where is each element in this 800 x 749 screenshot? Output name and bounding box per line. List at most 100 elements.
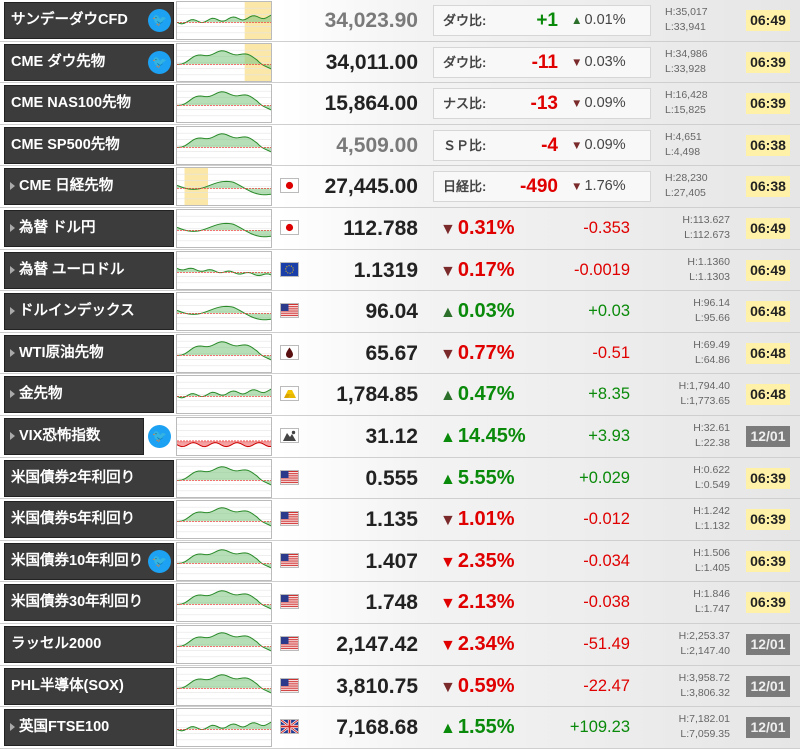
high-low: H:16,428 L:15,825 bbox=[665, 88, 708, 118]
last-price: 96.04 bbox=[365, 300, 418, 324]
instrument-name-button[interactable]: ドルインデックス bbox=[4, 293, 174, 331]
update-time: 06:39 bbox=[746, 467, 790, 489]
update-time: 12/01 bbox=[746, 634, 790, 655]
high-value: H:1.242 bbox=[693, 505, 730, 518]
market-row[interactable]: 英国FTSE100 7,168.68 1.55% +109.23 H:7,182.01 L… bbox=[0, 707, 800, 749]
last-price: 1,784.85 bbox=[336, 383, 418, 407]
sparkline-chart[interactable] bbox=[176, 84, 272, 124]
sparkline-chart[interactable] bbox=[176, 375, 272, 415]
sparkline-chart[interactable] bbox=[176, 167, 272, 207]
last-price: 34,023.90 bbox=[324, 9, 418, 32]
percent-change: 1.01% bbox=[440, 499, 515, 541]
instrument-name-button[interactable]: CME NAS100先物 bbox=[4, 85, 174, 123]
low-value: L:1.1303 bbox=[689, 270, 730, 283]
comparison-label: ＳＰ比: bbox=[443, 137, 487, 153]
sparkline-chart[interactable] bbox=[176, 250, 272, 290]
sparkline-chart[interactable] bbox=[176, 292, 272, 332]
update-time: 12/01 bbox=[746, 675, 790, 697]
instrument-name-button[interactable]: CME 日経先物 bbox=[4, 168, 174, 206]
percent-change: 5.55% bbox=[440, 458, 515, 500]
high-low: H:113.627 L:112.673 bbox=[682, 213, 730, 243]
instrument-name-button[interactable]: ラッセル2000 bbox=[4, 626, 174, 663]
instrument-name-button[interactable]: 英国FTSE100 bbox=[4, 709, 174, 747]
us-flag-icon bbox=[280, 552, 299, 568]
instrument-name-button[interactable]: 為替 ドル円 bbox=[4, 210, 174, 247]
sparkline-chart[interactable] bbox=[176, 541, 272, 581]
twitter-bird-icon[interactable]: 🐦 bbox=[148, 9, 171, 32]
market-row[interactable]: 米国債券10年利回り🐦 1.407 2.35% -0.034 H:1.506 L:1.40… bbox=[0, 540, 800, 583]
high-low: H:3,958.72 L:3,806.32 bbox=[679, 671, 730, 701]
update-time: 06:38 bbox=[746, 176, 790, 198]
instrument-name-button[interactable]: 金先物 bbox=[4, 376, 174, 414]
market-row[interactable]: PHL半導体(SOX) 3,810.75 0.59% -22.47 H:3,958.72… bbox=[0, 665, 800, 708]
twitter-bird-icon[interactable]: 🐦 bbox=[148, 50, 171, 74]
sparkline-chart[interactable] bbox=[176, 417, 272, 456]
sparkline-chart[interactable] bbox=[176, 1, 272, 40]
market-row[interactable]: CME SP500先物 4,509.00 ＳＰ比: -4 0.09% H:4,651 L:4… bbox=[0, 124, 800, 167]
comparison-diff: -13 bbox=[530, 93, 558, 115]
sparkline-chart[interactable] bbox=[176, 458, 272, 498]
sparkline-chart[interactable] bbox=[176, 708, 272, 748]
sparkline-chart[interactable] bbox=[176, 42, 272, 82]
jp-flag-icon bbox=[280, 178, 299, 194]
market-row[interactable]: CME 日経先物 27,445.00 日経比: -490 1.76% H:28,230 L:… bbox=[0, 166, 800, 208]
market-row[interactable]: CME NAS100先物 15,864.00 ナス比: -13 0.09% H:16,42… bbox=[0, 83, 800, 125]
last-price: 15,864.00 bbox=[324, 92, 418, 116]
us-flag-icon bbox=[280, 303, 299, 319]
comparison-label: ダウ比: bbox=[443, 54, 487, 70]
market-row[interactable]: ラッセル2000 2,147.42 2.34% -51.49 H:2,253.37 L:2… bbox=[0, 624, 800, 666]
instrument-name-button[interactable]: サンデーダウCFD bbox=[4, 2, 174, 39]
instrument-name-button[interactable]: VIX恐怖指数 bbox=[4, 418, 144, 455]
sparkline-chart[interactable] bbox=[176, 666, 272, 706]
sparkline-chart[interactable] bbox=[176, 625, 272, 664]
market-row[interactable]: VIX恐怖指数🐦 31.12 14.45% +3.93 H:32.61 L:22.38 12… bbox=[0, 416, 800, 458]
instrument-name-button[interactable]: CME ダウ先物 bbox=[4, 43, 174, 81]
market-row[interactable]: サンデーダウCFD🐦 34,023.90 ダウ比: +1 0.01% H:35,017 L:… bbox=[0, 0, 800, 42]
twitter-bird-icon[interactable]: 🐦 bbox=[148, 425, 171, 448]
twitter-bird-icon[interactable]: 🐦 bbox=[148, 549, 171, 573]
market-row[interactable]: 為替 ドル円 112.788 0.31% -0.353 H:113.627 L:112.6… bbox=[0, 208, 800, 250]
low-value: L:3,806.32 bbox=[680, 686, 730, 699]
instrument-name-button[interactable]: 米国債券10年利回り bbox=[4, 542, 174, 580]
high-value: H:34,986 bbox=[665, 47, 708, 60]
high-value: H:16,428 bbox=[665, 89, 708, 102]
sparkline-chart[interactable] bbox=[176, 583, 272, 623]
update-time: 06:49 bbox=[746, 10, 790, 31]
market-row[interactable]: WTI原油先物 65.67 0.77% -0.51 H:69.49 L:64.86 06:4… bbox=[0, 332, 800, 375]
update-time: 06:39 bbox=[746, 509, 790, 531]
market-row[interactable]: CME ダウ先物🐦 34,011.00 ダウ比: -11 0.03% H:34,986 L:… bbox=[0, 41, 800, 84]
instrument-name-button[interactable]: 米国債券30年利回り bbox=[4, 584, 174, 622]
market-row[interactable]: 米国債券2年利回り 0.555 5.55% +0.029 H:0.622 L:0.549 0… bbox=[0, 457, 800, 500]
sparkline-chart[interactable] bbox=[176, 209, 272, 248]
high-low: H:69.49 L:64.86 bbox=[693, 338, 730, 368]
percent-change: 0.77% bbox=[440, 333, 515, 375]
sparkline-chart[interactable] bbox=[176, 333, 272, 373]
market-row[interactable]: 米国債券5年利回り 1.135 1.01% -0.012 H:1.242 L:1.132 0… bbox=[0, 499, 800, 541]
last-price: 4,509.00 bbox=[336, 133, 418, 157]
market-row[interactable]: ドルインデックス 96.04 0.03% +0.03 H:96.14 L:95.66 06:… bbox=[0, 291, 800, 333]
instrument-name-button[interactable]: WTI原油先物 bbox=[4, 334, 174, 372]
high-low: H:35,017 L:33,941 bbox=[665, 5, 708, 35]
low-value: L:95.66 bbox=[694, 312, 730, 325]
market-row[interactable]: 金先物 1,784.85 0.47% +8.35 H:1,794.40 L:1,773.6… bbox=[0, 374, 800, 416]
last-price: 1.1319 bbox=[353, 258, 418, 282]
instrument-name-button[interactable]: PHL半導体(SOX) bbox=[4, 667, 174, 705]
net-change: -0.0019 bbox=[574, 260, 630, 279]
instrument-name-button[interactable]: 米国債券2年利回り bbox=[4, 459, 174, 497]
comparison-diff: -490 bbox=[519, 176, 558, 198]
sparkline-chart[interactable] bbox=[176, 125, 272, 165]
comparison-percent: 1.76% bbox=[571, 172, 625, 201]
low-value: L:0.549 bbox=[694, 478, 730, 491]
vix-flag-icon bbox=[280, 428, 299, 443]
high-low: H:4,651 L:4,498 bbox=[665, 130, 702, 160]
market-row[interactable]: 米国債券30年利回り 1.748 2.13% -0.038 H:1.846 L:1.747… bbox=[0, 582, 800, 624]
instrument-name-button[interactable]: CME SP500先物 bbox=[4, 126, 174, 164]
instrument-name-button[interactable]: 米国債券5年利回り bbox=[4, 501, 174, 539]
market-row[interactable]: 為替 ユーロドル 1.1319 0.17% -0.0019 H:1.1360 L:1.13… bbox=[0, 249, 800, 292]
sparkline-chart[interactable] bbox=[176, 500, 272, 540]
last-price: 7,168.68 bbox=[336, 716, 418, 740]
instrument-name-button[interactable]: 為替 ユーロドル bbox=[4, 251, 174, 289]
percent-change: 14.45% bbox=[440, 416, 526, 458]
high-value: H:35,017 bbox=[665, 6, 708, 18]
last-price: 1.748 bbox=[365, 591, 418, 615]
